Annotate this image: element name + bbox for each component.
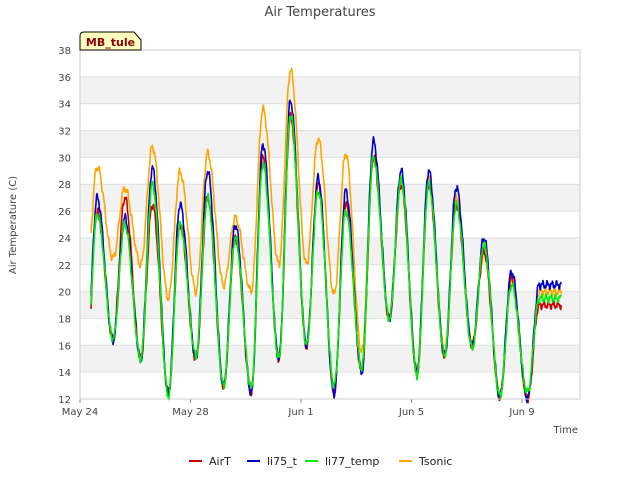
x-axis-label: Time xyxy=(553,425,578,436)
y-tick-label: 16 xyxy=(58,341,71,352)
y-tick-label: 22 xyxy=(58,261,71,272)
x-tick-label: May 24 xyxy=(62,407,99,418)
plot-frame xyxy=(79,49,581,400)
site-badge: MB_tule xyxy=(79,31,142,51)
x-tick-label: Jun 9 xyxy=(508,407,534,418)
y-tick-label: 20 xyxy=(58,288,71,299)
y-tick-label: 32 xyxy=(58,127,71,138)
plot-area xyxy=(90,67,562,404)
legend-label: Tsonic xyxy=(418,455,452,468)
legend-label: li77_temp xyxy=(325,455,379,468)
legend-label: AirT xyxy=(209,455,231,468)
y-tick-label: 12 xyxy=(58,395,71,406)
y-tick-label: 34 xyxy=(58,100,71,111)
y-tick-label: 28 xyxy=(58,180,71,191)
chart-title: Air Temperatures xyxy=(264,5,375,20)
site-badge-label: MB_tule xyxy=(86,36,135,49)
legend-item: li77_temp xyxy=(305,455,379,468)
y-tick-label: 18 xyxy=(58,314,71,325)
grid-band xyxy=(80,291,580,319)
grid-bands xyxy=(80,76,580,373)
x-tick-label: May 28 xyxy=(172,407,209,418)
y-axis-label: Air Temperature (C) xyxy=(8,176,19,274)
legend: AirT li75_t li77_temp Tsonic xyxy=(189,455,452,468)
y-tick-label: 24 xyxy=(58,234,71,245)
legend-label: li75_t xyxy=(267,455,298,468)
grid-band xyxy=(80,76,580,104)
y-tick-label: 30 xyxy=(58,153,71,164)
x-tick-label: Jun 5 xyxy=(398,407,424,418)
y-tick-label: 14 xyxy=(58,368,71,379)
y-tick-label: 38 xyxy=(58,46,71,57)
legend-item: li75_t xyxy=(247,455,298,468)
grid-band xyxy=(80,184,580,212)
x-axis: May 24 May 28 Jun 1 Jun 5 Jun 9 xyxy=(62,399,535,418)
legend-item: AirT xyxy=(189,455,231,468)
x-tick-label: Jun 1 xyxy=(287,407,313,418)
y-tick-label: 26 xyxy=(58,207,71,218)
y-tick-label: 36 xyxy=(58,73,71,84)
series-line-li77-temp xyxy=(90,115,562,401)
grid-band xyxy=(80,130,580,158)
legend-item: Tsonic xyxy=(399,455,452,468)
